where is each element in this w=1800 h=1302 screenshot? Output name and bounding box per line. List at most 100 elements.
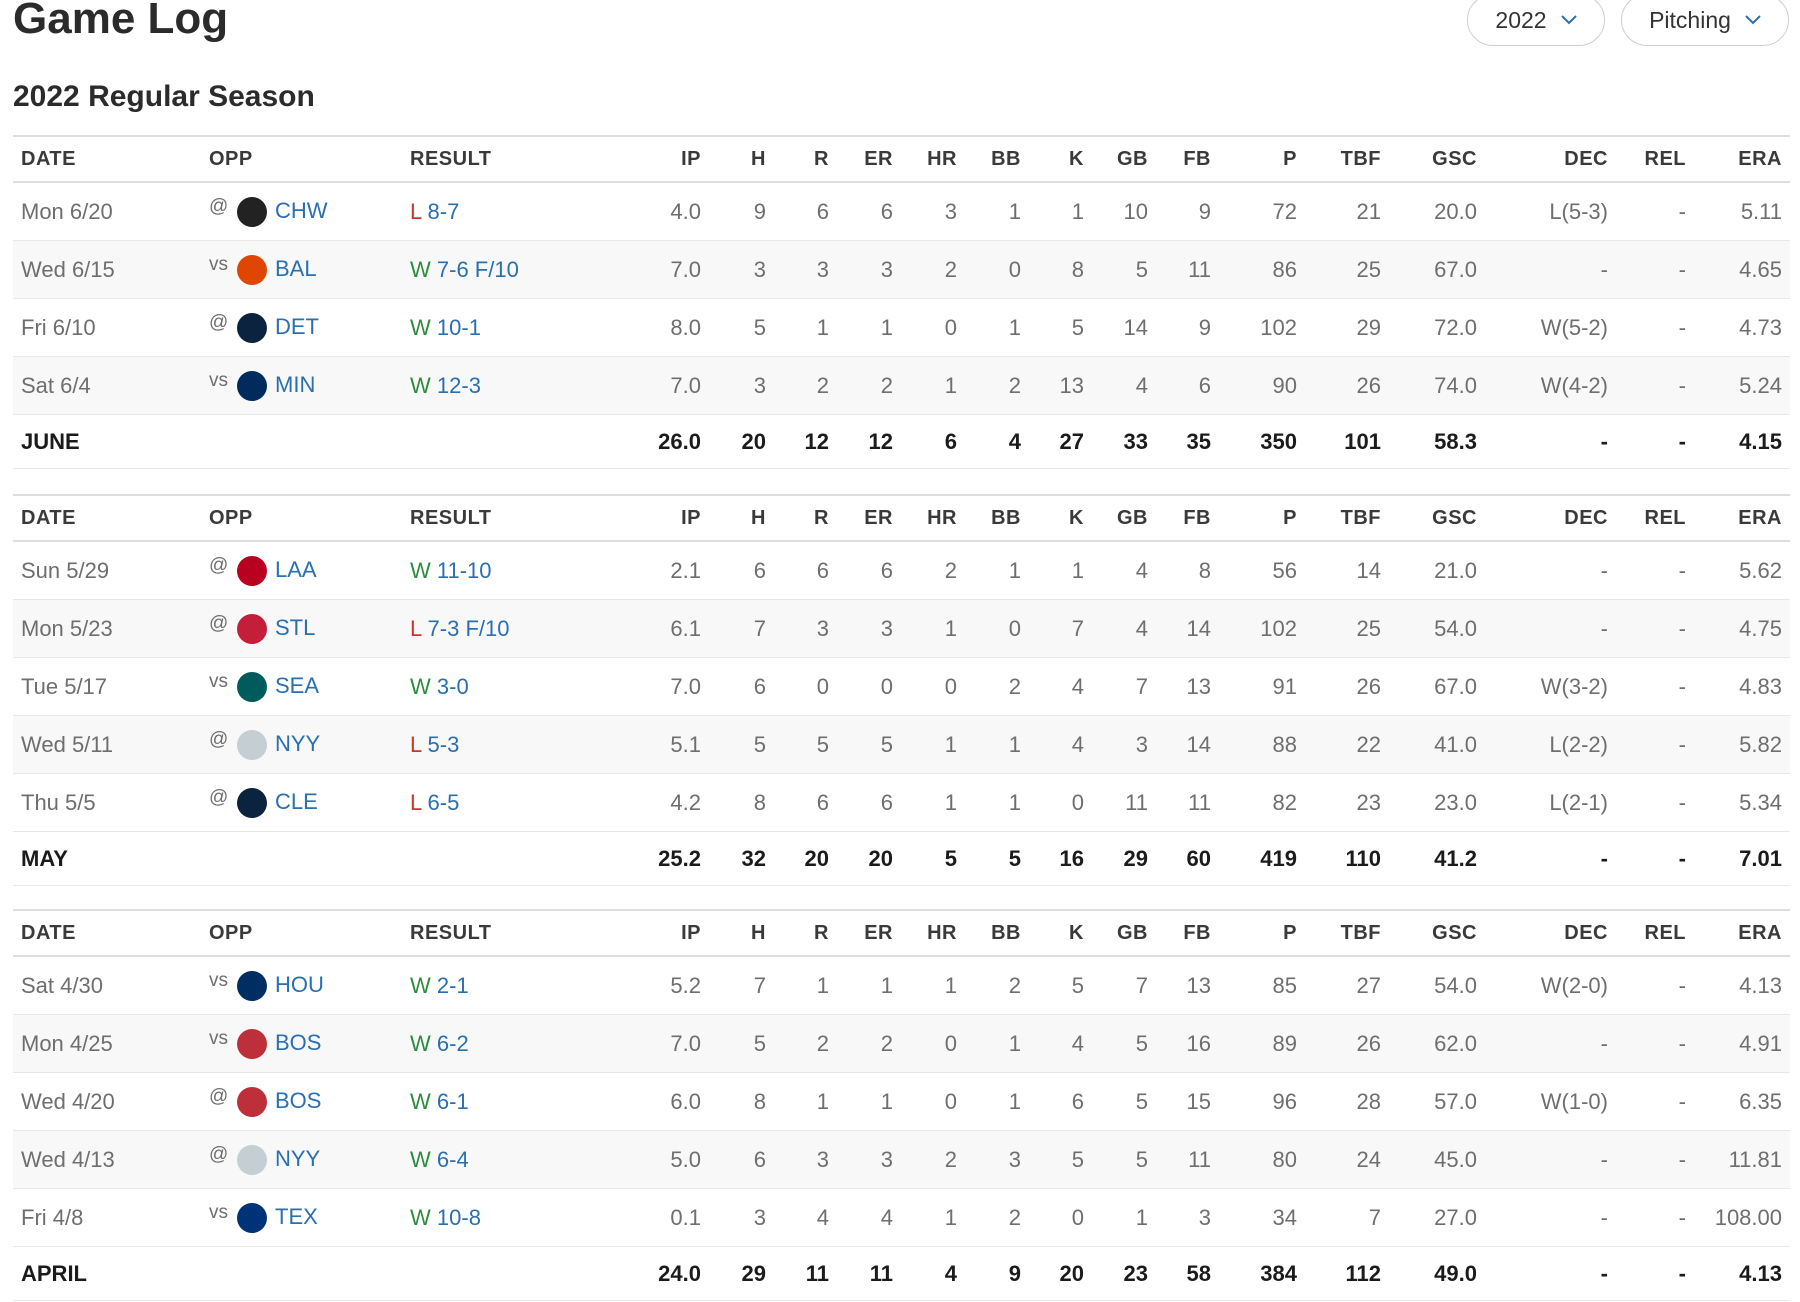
- stat-cell: 0: [965, 240, 1029, 299]
- stat-cell: 5.34: [1694, 773, 1790, 832]
- team-link[interactable]: STL: [275, 614, 316, 640]
- game-date: Fri 6/10: [13, 298, 201, 357]
- stat-cell: 4.91: [1694, 1014, 1790, 1073]
- stat-cell: -: [1485, 1130, 1616, 1189]
- team-link[interactable]: NYY: [275, 1145, 321, 1171]
- column-header: K: [1029, 909, 1092, 957]
- score-link[interactable]: 6-5: [427, 789, 460, 815]
- score-link[interactable]: 6-4: [436, 1146, 469, 1172]
- stat-cell: 7: [1029, 599, 1092, 658]
- score-link[interactable]: 6-1: [436, 1088, 469, 1114]
- team-link[interactable]: SEA: [275, 672, 320, 698]
- season-dropdown[interactable]: 2022: [1467, 0, 1605, 46]
- result: W 3-0: [402, 657, 642, 716]
- score-link[interactable]: 10-1: [436, 314, 481, 340]
- game-log-table: DATE OPP RESULT IP H R ER HR BB K GB FB P TBF GSC DEC RE…: [13, 909, 1790, 1301]
- team-logo: [237, 313, 267, 344]
- column-header: K: [1029, 494, 1092, 542]
- column-header: FB: [1156, 494, 1219, 542]
- stat-cell: 1: [901, 715, 965, 774]
- game-row: Wed 4/20 @ BOS W 6-1 6.0 8 1 1 0 1 6 5 15 96 28 57.0 W(1…: [13, 1072, 1790, 1131]
- team-link[interactable]: BOS: [275, 1029, 322, 1055]
- location: vs: [209, 1027, 228, 1049]
- stat-cell: 2: [901, 1130, 965, 1189]
- summary-stat: 33: [1092, 414, 1156, 469]
- score-link[interactable]: 3-0: [436, 673, 469, 699]
- team-link[interactable]: LAA: [275, 556, 317, 582]
- stat-cell: 1: [774, 1072, 837, 1131]
- summary-stat: 5: [901, 831, 965, 886]
- stat-cell: -: [1616, 956, 1694, 1015]
- score-link[interactable]: 2-1: [436, 972, 469, 998]
- summary-stat: 20: [774, 831, 837, 886]
- game-log-table: DATE OPP RESULT IP H R ER HR BB K GB FB P TBF GSC DEC RE…: [13, 135, 1790, 469]
- stat-cell: 11: [1156, 773, 1219, 832]
- column-header: K: [1029, 135, 1092, 183]
- summary-stat: 9: [965, 1246, 1029, 1301]
- team-link[interactable]: DET: [275, 313, 319, 339]
- stat-cell: L(2-1): [1485, 773, 1616, 832]
- stat-cell: 1: [901, 356, 965, 415]
- summary-stat: 20: [837, 831, 901, 886]
- opponent: @ BOS: [201, 1072, 402, 1131]
- score-link[interactable]: 10-8: [436, 1204, 481, 1230]
- stat-cell: 3: [709, 356, 774, 415]
- team-link[interactable]: MIN: [275, 371, 316, 397]
- stat-cell: 102: [1219, 599, 1305, 658]
- column-header: HR: [901, 135, 965, 183]
- score-link[interactable]: 11-10: [436, 557, 492, 583]
- stat-cell: 7.0: [642, 657, 709, 716]
- win-loss: W: [410, 256, 431, 282]
- stat-cell: L(2-2): [1485, 715, 1616, 774]
- summary-stat: 24.0: [642, 1246, 709, 1301]
- score-link[interactable]: 7-3 F/10: [427, 615, 510, 641]
- summary-stat: -: [1485, 414, 1616, 469]
- score-link[interactable]: 6-2: [436, 1030, 469, 1056]
- stat-cell: 6.0: [642, 1072, 709, 1131]
- stat-cell: 6: [709, 541, 774, 600]
- score-link[interactable]: 12-3: [436, 372, 481, 398]
- summary-label: JUNE: [13, 414, 642, 469]
- column-header: IP: [642, 909, 709, 957]
- stat-cell: 3: [709, 1188, 774, 1247]
- result: W 10-1: [402, 298, 642, 357]
- team-link[interactable]: TEX: [275, 1203, 318, 1229]
- team-link[interactable]: HOU: [275, 971, 324, 997]
- stat-cell: 54.0: [1389, 599, 1485, 658]
- stat-cell: 1: [774, 298, 837, 357]
- summary-stat: 29: [1092, 831, 1156, 886]
- team-link[interactable]: CLE: [275, 788, 318, 814]
- result: W 6-2: [402, 1014, 642, 1073]
- stat-cell: 57.0: [1389, 1072, 1485, 1131]
- stat-cell: 25: [1305, 599, 1389, 658]
- game-row: Fri 4/8 vs TEX W 10-8 0.1 3 4 4 1 2 0 1 3 34 7 27.0- -10…: [13, 1188, 1790, 1247]
- team-logo: [237, 1145, 267, 1176]
- column-header: ERA: [1694, 135, 1790, 183]
- stat-cell: -: [1616, 657, 1694, 716]
- stat-cell: 1: [774, 956, 837, 1015]
- stat-cell: 0: [1029, 1188, 1092, 1247]
- stat-dropdown[interactable]: Pitching: [1621, 0, 1789, 46]
- score-link[interactable]: 7-6 F/10: [436, 256, 519, 282]
- stat-cell: 8: [709, 1072, 774, 1131]
- result: W 2-1: [402, 956, 642, 1015]
- opponent: @ DET: [201, 298, 402, 357]
- stat-cell: -: [1616, 1130, 1694, 1189]
- team-link[interactable]: CHW: [275, 197, 328, 223]
- team-logo: [237, 614, 267, 645]
- score-link[interactable]: 8-7: [427, 198, 460, 224]
- score-link[interactable]: 5-3: [427, 731, 460, 757]
- team-link[interactable]: BOS: [275, 1087, 322, 1113]
- column-header: DATE: [13, 135, 201, 183]
- column-header: ER: [837, 494, 901, 542]
- stat-cell: 8: [709, 773, 774, 832]
- column-header: DEC: [1485, 135, 1616, 183]
- stat-cell: W(3-2): [1485, 657, 1616, 716]
- stat-cell: 1: [965, 541, 1029, 600]
- team-link[interactable]: BAL: [275, 255, 317, 281]
- stat-cell: 7: [1092, 956, 1156, 1015]
- team-link[interactable]: NYY: [275, 730, 321, 756]
- game-date: Wed 5/11: [13, 715, 201, 774]
- stat-cell: 0: [1029, 773, 1092, 832]
- summary-label: MAY: [13, 831, 642, 886]
